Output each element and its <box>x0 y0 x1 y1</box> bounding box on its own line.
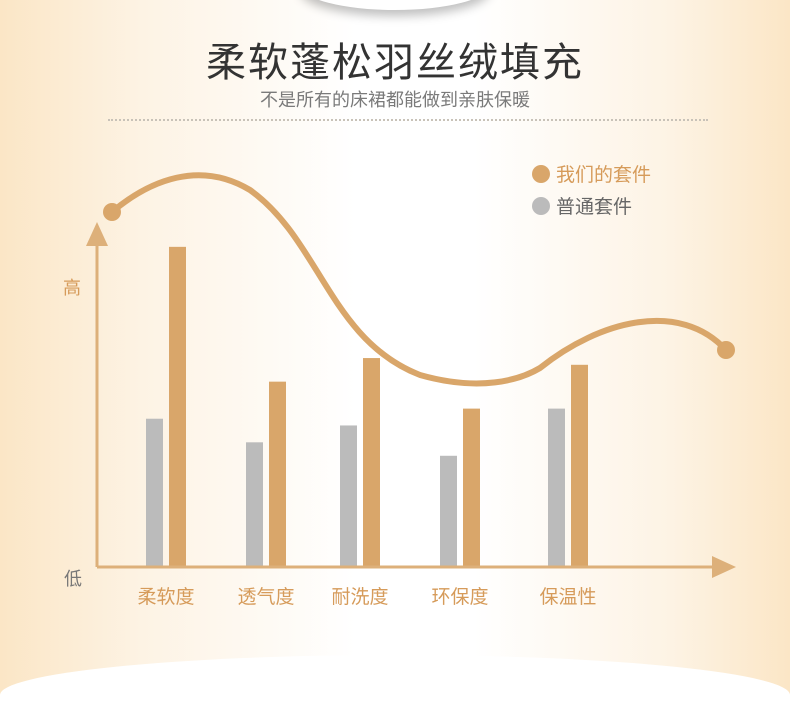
category-label: 环保度 <box>431 586 488 608</box>
dotted-divider <box>108 119 708 121</box>
bar-ours-3 <box>363 358 380 567</box>
bars-group <box>146 246 588 567</box>
top-product-shadow <box>300 0 490 10</box>
page-title: 柔软蓬松羽丝绒填充 <box>206 40 584 86</box>
category-label: 柔软度 <box>137 586 194 608</box>
bar-regular-1 <box>146 418 163 567</box>
bar-regular-2 <box>246 442 263 567</box>
bar-regular-3 <box>340 425 357 567</box>
legend-regular-label: 普通套件 <box>556 196 632 218</box>
legend-ours-swatch <box>532 165 550 183</box>
category-label: 耐洗度 <box>331 586 388 608</box>
bar-ours-2 <box>269 381 286 567</box>
y-low-label: 低 <box>64 569 82 590</box>
category-label: 保温性 <box>539 586 596 608</box>
bar-ours-5 <box>571 364 588 567</box>
y-high-label: 高 <box>63 278 81 299</box>
legend-ours-label: 我们的套件 <box>556 164 651 186</box>
bottom-white-arc <box>0 655 790 715</box>
curve-end-dot <box>717 341 735 359</box>
x-axis-arrow <box>712 556 736 578</box>
bar-ours-4 <box>463 408 480 567</box>
bar-ours-1 <box>169 246 186 567</box>
decorative-trend-curve <box>109 172 729 387</box>
category-labels-group: 柔软度 透气度 耐洗度 环保度 保温性 <box>137 586 596 608</box>
curve-start-dot <box>103 203 121 221</box>
legend-regular-swatch <box>532 197 550 215</box>
bar-regular-4 <box>440 455 457 567</box>
y-axis-arrow <box>86 222 108 246</box>
bar-regular-5 <box>548 408 565 567</box>
page-subtitle: 不是所有的床裙都能做到亲肤保暖 <box>260 90 530 111</box>
category-label: 透气度 <box>237 586 294 608</box>
